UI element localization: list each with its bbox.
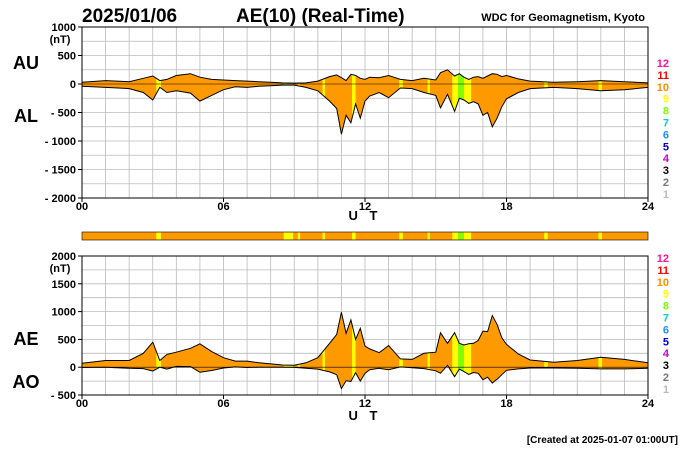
legend-level-label: 11 [657, 265, 669, 277]
au-al-unit-label: (nT) [50, 34, 71, 46]
x-tick-label: 12 [359, 398, 371, 410]
station-count-bar [81, 231, 649, 241]
ae-label: AE [13, 329, 38, 349]
au-al-ticks: - 2000 - 1500 - 1000 - 500 0 500 1000 00 06 12 18 2… [45, 22, 655, 213]
y-tick-label: - 1500 [45, 165, 76, 177]
x-tick-label: 00 [76, 201, 88, 213]
station-bar-segment [544, 232, 548, 240]
legend-level-label: 8 [663, 301, 669, 313]
highlight-stripe [464, 312, 472, 389]
station-bar-segment [464, 232, 472, 240]
station-bar-segment [598, 232, 603, 240]
legend-level-label: 6 [663, 129, 669, 141]
y-tick-label: 2000 [52, 251, 76, 263]
legend-level-label: 10 [657, 277, 669, 289]
legend-level-label: 3 [663, 360, 669, 372]
legend-level-label: 6 [663, 324, 669, 336]
y-tick-label: 500 [58, 334, 76, 346]
legend-level-label: 12 [657, 58, 669, 70]
x-tick-label: 24 [642, 398, 655, 410]
station-bar-segment [458, 232, 465, 240]
y-tick-label: 0 [70, 362, 76, 374]
series-line-ae [81, 312, 649, 366]
x-tick-label: 18 [500, 201, 512, 213]
ae-ao-ticks: - 500 0 500 1000 1500 2000 00 06 12 18 24 [51, 251, 655, 410]
series-line-al [81, 84, 649, 135]
station-bar-segment [322, 232, 325, 240]
chart-title: AE(10) (Real-Time) [236, 6, 405, 27]
legend-level-label: 12 [657, 253, 669, 265]
series-line-ao [81, 364, 649, 390]
highlight-stripe [458, 312, 465, 389]
series-line-au [81, 69, 649, 84]
ao-label: AO [13, 372, 40, 392]
y-tick-label: 500 [58, 51, 76, 63]
x-tick-label: 06 [217, 201, 229, 213]
legend-level-label: 5 [663, 141, 669, 153]
institution-label: WDC for Geomagnetism, Kyoto [481, 12, 645, 24]
created-timestamp: [Created at 2025-01-07 01:00UT] [527, 435, 678, 446]
legend-level-label: 2 [663, 372, 669, 384]
y-tick-label: - 500 [51, 108, 76, 120]
highlight-stripe [452, 312, 459, 389]
au-label: AU [13, 53, 39, 73]
station-bar-segment [452, 232, 459, 240]
y-tick-label: - 2000 [45, 193, 76, 205]
legend-level-label: 10 [657, 82, 669, 94]
station-bar-segment [283, 232, 294, 240]
au-al-grid [82, 27, 648, 198]
station-bar-segment [399, 232, 403, 240]
al-label: AL [14, 106, 38, 126]
date-title: 2025/01/06 [82, 6, 177, 27]
legend-level-label: 3 [663, 165, 669, 177]
au-al-panel: - 2000 - 1500 - 1000 - 500 0 500 1000 00 06 12 18 2… [13, 22, 655, 223]
y-tick-label: 1000 [52, 22, 76, 34]
legend-level-label: 4 [663, 348, 670, 360]
station-bar-segment [352, 232, 356, 240]
highlight-stripe [352, 312, 356, 389]
au-al-xlabel: U T [349, 208, 382, 223]
highlight-stripe [352, 69, 356, 135]
ae-ao-unit-label: (nT) [50, 263, 71, 275]
y-tick-label: 1500 [52, 279, 76, 291]
highlight-stripe [452, 69, 459, 135]
y-tick-label: 0 [70, 79, 76, 91]
legend-level-label: 9 [663, 289, 669, 301]
y-tick-label: - 500 [51, 390, 76, 402]
x-tick-label: 00 [76, 398, 88, 410]
legend-level-label: 4 [663, 153, 670, 165]
station-bar-base [81, 231, 649, 241]
legend-level-label: 1 [663, 384, 669, 396]
au-al-envelope-fill [82, 69, 648, 135]
x-tick-label: 18 [500, 398, 512, 410]
x-tick-label: 24 [642, 201, 655, 213]
station-bar-segment [297, 232, 301, 240]
y-tick-label: - 1000 [45, 136, 76, 148]
station-bar-segment [427, 232, 430, 240]
legend-level-label: 1 [663, 189, 669, 201]
x-tick-label: 06 [217, 398, 229, 410]
legend-level-label: 11 [657, 70, 669, 82]
ae-ao-envelope-fill [82, 312, 648, 389]
legend-level-label: 7 [663, 118, 669, 130]
x-tick-label: 12 [359, 201, 371, 213]
station-bar-segment [156, 232, 162, 240]
legend-level-label: 2 [663, 177, 669, 189]
legend-level-label: 7 [663, 313, 669, 325]
legend-level-label: 8 [663, 106, 669, 118]
legend-level-label: 9 [663, 94, 669, 106]
legend-level-label: 5 [663, 336, 669, 348]
y-tick-label: 1000 [52, 307, 76, 319]
ae-ao-xlabel: U T [349, 408, 382, 423]
